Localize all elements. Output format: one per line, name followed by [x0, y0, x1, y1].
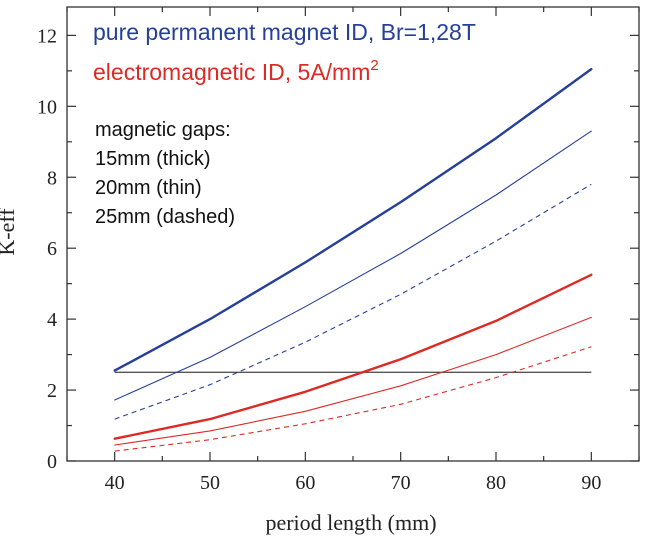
y-tick-label: 8	[47, 167, 57, 189]
x-tick-label: 80	[486, 472, 506, 494]
series-line-pm-20mm	[114, 130, 592, 401]
em-label: electromagnetic ID, 5A/mm2	[93, 57, 379, 85]
gap-thick-note: 15mm (thick)	[95, 148, 211, 170]
y-tick-label: 12	[37, 25, 57, 47]
gap-dashed-note: 25mm (dashed)	[95, 206, 235, 228]
gaps-heading: magnetic gaps:	[95, 119, 231, 141]
tick-label-layer: 40 50 60 70 80 90 0 2 4 6 8 10 12	[37, 25, 601, 494]
series-layer	[113, 67, 593, 452]
y-tick-label: 6	[47, 238, 57, 260]
gap-thin-note: 20mm (thin)	[95, 177, 202, 199]
series-line-em-15mm	[113, 273, 593, 440]
y-tick-label: 2	[47, 380, 57, 402]
em-label-superscript: 2	[370, 57, 378, 74]
pm-label: pure permanent magnet ID, Br=1,28T	[93, 19, 476, 45]
series-line-em-20mm	[114, 316, 592, 446]
em-label-text: electromagnetic ID, 5A/mm	[93, 59, 370, 85]
plot-frame	[66, 6, 640, 462]
series-line-pm-15mm	[113, 67, 593, 372]
x-tick-label: 90	[581, 472, 601, 494]
y-tick-label: 0	[47, 451, 57, 473]
x-tick-label: 70	[391, 472, 411, 494]
y-tick-label: 4	[47, 309, 57, 331]
series-line-pm-25mm	[114, 183, 592, 420]
y-tick-label: 10	[37, 96, 57, 118]
x-tick-label: 60	[295, 472, 315, 494]
x-tick-label: 50	[200, 472, 220, 494]
tick-layer	[66, 7, 640, 462]
x-tick-label: 40	[105, 472, 125, 494]
series-line-em-25mm	[114, 346, 592, 452]
x-axis-title: period length (mm)	[265, 510, 436, 535]
y-axis-title: K-eff	[0, 208, 19, 256]
